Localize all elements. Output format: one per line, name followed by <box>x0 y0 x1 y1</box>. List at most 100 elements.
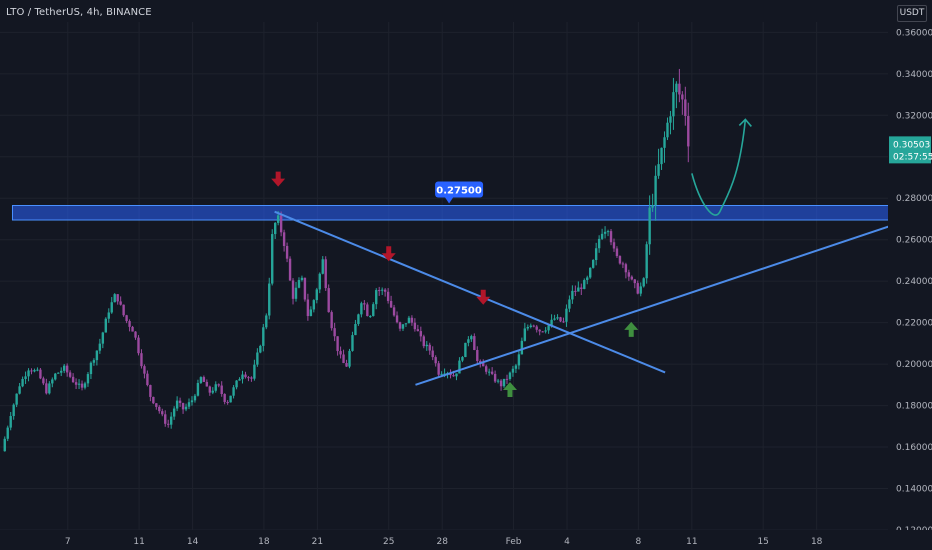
candle-body <box>609 231 613 243</box>
candle-body <box>312 300 316 310</box>
candle-body <box>164 414 167 424</box>
candle-body <box>169 416 173 425</box>
candle-body <box>187 402 191 407</box>
candle-body <box>392 307 396 316</box>
candle-body <box>434 357 437 364</box>
time-tick-label: 28 <box>436 537 448 547</box>
time-axis[interactable] <box>0 530 932 550</box>
trendline-descending <box>274 210 666 374</box>
candle-body <box>452 375 455 377</box>
candle-body <box>618 256 622 264</box>
candle-body <box>244 374 247 378</box>
candle-body <box>125 315 128 322</box>
candle-body <box>9 416 12 428</box>
candle-body <box>467 339 470 343</box>
zone-price-label-box <box>435 181 484 198</box>
candle-body <box>33 370 36 372</box>
candle-body <box>597 238 601 249</box>
candle-body <box>18 386 21 394</box>
candle-body <box>357 314 360 324</box>
candle-body <box>250 377 253 379</box>
candle-body <box>279 215 283 233</box>
candle-body <box>577 287 580 292</box>
candle-body <box>437 363 440 375</box>
candle-body <box>675 83 678 93</box>
time-axis-labels: 7 11 14 18 21 25 28 Feb 4 8 11 15 18 <box>65 537 823 547</box>
candle-body <box>485 366 488 372</box>
candle-body <box>633 279 636 284</box>
candle-body <box>205 381 209 387</box>
candle-body <box>158 406 161 412</box>
candle-body <box>324 259 327 289</box>
candle-body <box>672 92 675 117</box>
symbol-title[interactable]: LTO / TetherUS, 4h, BINANCE <box>6 7 152 18</box>
candle-body <box>48 383 51 394</box>
candle-body <box>386 291 390 301</box>
candle-body <box>380 289 384 291</box>
candle-body <box>363 303 366 305</box>
candle-body <box>425 344 428 347</box>
candle-body <box>342 354 345 364</box>
candle-body <box>529 325 532 327</box>
candle-body <box>479 360 482 363</box>
candle-body <box>253 364 256 379</box>
candle-body <box>461 357 464 361</box>
candle-body <box>146 373 149 386</box>
time-tick-label: 4 <box>564 537 570 547</box>
candle-body <box>648 207 651 245</box>
candle-body <box>57 372 60 374</box>
candle-body <box>395 315 399 323</box>
candle-body <box>389 300 393 308</box>
candle-body <box>535 326 538 330</box>
candle-body <box>6 427 9 439</box>
time-tick-label: 21 <box>312 537 323 547</box>
drawings[interactable] <box>271 118 924 398</box>
candle-body <box>247 377 250 379</box>
candle-body <box>98 343 102 351</box>
candle-body <box>651 205 654 208</box>
time-tick-label: 18 <box>811 537 823 547</box>
candle-body <box>428 344 431 351</box>
candle-body <box>294 287 298 299</box>
candle-body <box>398 322 402 329</box>
candle-body <box>541 331 544 333</box>
candle-body <box>624 264 628 273</box>
candle-body <box>297 280 301 288</box>
candle-body <box>184 406 188 410</box>
candle-body <box>684 99 687 117</box>
candle-body <box>511 368 515 373</box>
candle-body <box>443 373 446 375</box>
resistance-zone[interactable]: 0.27500 <box>11 181 932 221</box>
candle-body <box>113 294 116 303</box>
candle-body <box>369 315 372 317</box>
candle-body <box>134 331 137 338</box>
candle-body <box>612 242 616 249</box>
currency-badge[interactable]: USDT <box>897 5 927 22</box>
candle-body <box>259 345 262 353</box>
candle-body <box>669 116 672 123</box>
candle-body <box>621 263 625 265</box>
candle-body <box>630 276 634 280</box>
candle-body <box>211 390 214 393</box>
candle-body <box>309 309 313 317</box>
candle-body <box>238 379 241 381</box>
candle-body <box>152 396 155 404</box>
up-arrow-shape <box>502 382 517 398</box>
candle-body <box>502 378 506 387</box>
candle-body <box>666 122 669 138</box>
last-price-box <box>889 136 931 164</box>
down-arrow <box>271 171 286 187</box>
candle-body <box>514 365 518 369</box>
candle-body <box>131 326 134 332</box>
candle-body <box>470 336 473 340</box>
candle-body <box>571 290 574 300</box>
candle-body <box>265 315 268 328</box>
candle-body <box>167 423 170 425</box>
candle-body <box>92 360 96 363</box>
candle-body <box>490 371 494 374</box>
price-axis[interactable] <box>888 22 932 530</box>
candles <box>3 68 690 452</box>
candle-body <box>217 384 220 386</box>
candle-body <box>71 376 75 383</box>
